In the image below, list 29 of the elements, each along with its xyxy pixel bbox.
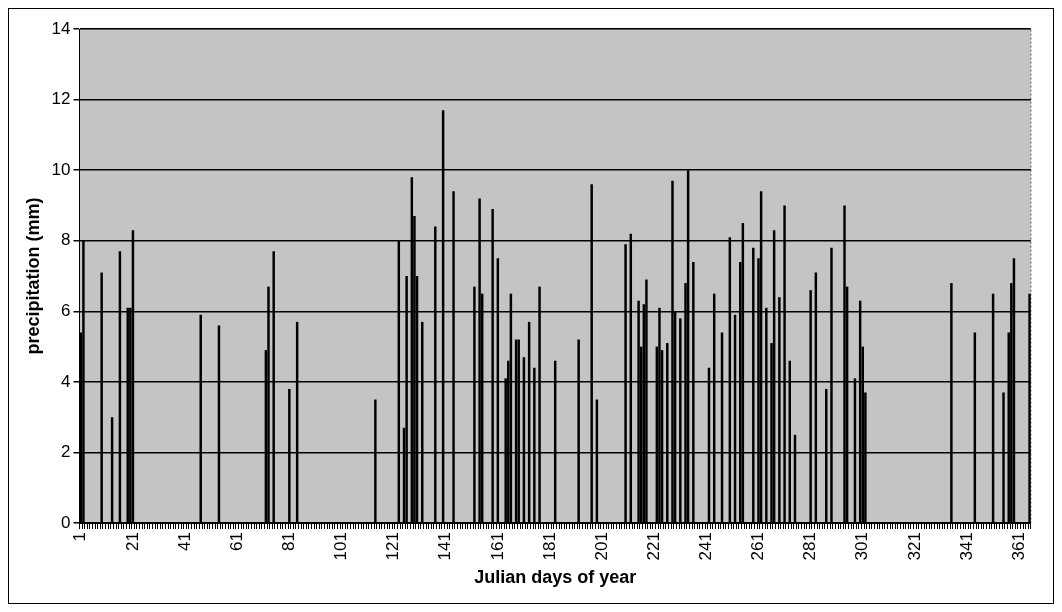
x-tick-label: 1 (70, 532, 90, 542)
x-tick-label: 341 (956, 532, 976, 561)
y-tick-label: 6 (61, 300, 71, 320)
x-tick-label: 161 (487, 532, 507, 561)
x-tick-label: 121 (383, 532, 403, 561)
x-tick-label: 61 (226, 532, 246, 551)
y-tick-label: 4 (61, 371, 71, 391)
y-tick-label: 2 (61, 442, 71, 462)
x-tick-label: 361 (1008, 532, 1028, 561)
x-tick-label: 101 (331, 532, 351, 561)
y-tick-label: 12 (51, 89, 71, 109)
y-tick-label: 8 (61, 230, 71, 250)
x-tick-label: 241 (696, 532, 716, 561)
x-tick-label: 141 (435, 532, 455, 561)
y-tick-label: 14 (51, 18, 71, 38)
x-tick-label: 201 (591, 532, 611, 561)
x-tick-label: 301 (852, 532, 872, 561)
x-tick-label: 321 (904, 532, 924, 561)
x-tick-label: 281 (800, 532, 820, 561)
x-axis-title: Julian days of year (474, 567, 637, 588)
x-tick-label: 21 (122, 532, 142, 551)
x-tick-label: 81 (279, 532, 299, 551)
x-tick-label: 41 (174, 532, 194, 551)
y-axis-title: precipitation (mm) (22, 197, 43, 355)
x-tick-label: 221 (643, 532, 663, 561)
y-tick-label: 0 (61, 512, 71, 532)
y-tick-label: 10 (51, 159, 71, 179)
x-tick-label: 181 (539, 532, 559, 561)
x-tick-label: 261 (748, 532, 768, 561)
